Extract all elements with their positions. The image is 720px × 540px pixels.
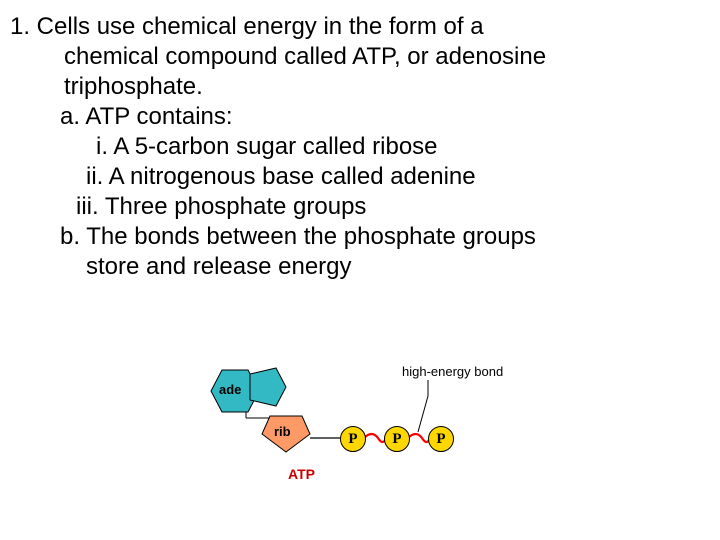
phosphate-2: P [384,426,410,452]
outline-text: 1. Cells use chemical energy in the form… [10,12,680,282]
line-3: triphosphate. [64,72,680,102]
ribose-label: rib [274,424,291,439]
line-1: 1. Cells use chemical energy in the form… [10,12,680,42]
high-energy-bond-label: high-energy bond [402,364,503,379]
atp-diagram: ade rib P P P high-energy bond ATP [200,346,520,486]
line-8: b. The bonds between the phosphate group… [60,222,680,252]
atp-caption: ATP [288,466,315,482]
phosphate-1: P [340,426,366,452]
line-7: iii. Three phosphate groups [76,192,680,222]
line-9: store and release energy [86,252,680,282]
line-2: chemical compound called ATP, or adenosi… [64,42,680,72]
line-5: i. A 5-carbon sugar called ribose [96,132,680,162]
line-6: ii. A nitrogenous base called adenine [86,162,680,192]
phosphate-3: P [428,426,454,452]
line-4: a. ATP contains: [60,102,680,132]
slide: 1. Cells use chemical energy in the form… [0,0,720,540]
